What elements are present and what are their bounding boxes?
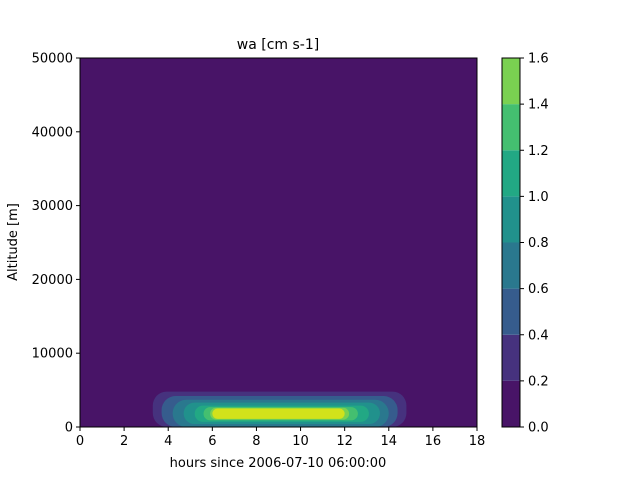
x-tick-label: 18 (469, 434, 486, 449)
colorbar-tick-label: 0.6 (528, 282, 549, 297)
x-axis-label: hours since 2006-07-10 06:00:00 (170, 456, 387, 471)
chart-title: wa [cm s-1] (237, 37, 319, 53)
plot-background (80, 58, 477, 427)
colorbar-tick-label: 0.4 (528, 328, 549, 343)
colorbar: 0.0 0.2 0.4 0.6 0.8 1.0 1.2 1.4 1.6 (501, 52, 549, 436)
colorbar-tick-label: 0.2 (528, 374, 549, 389)
colorbar-segment-3 (502, 242, 520, 289)
y-tick-label: 40000 (32, 125, 73, 140)
colorbar-tick-label: 1.0 (528, 190, 549, 205)
colorbar-segment-4 (502, 196, 520, 243)
colorbar-segment-1 (502, 334, 520, 381)
colorbar-tick-label: 1.6 (528, 52, 549, 67)
x-axis: 0 2 4 6 8 10 12 14 16 18 (76, 427, 485, 449)
x-tick-label: 16 (425, 434, 442, 449)
y-tick-label: 30000 (32, 199, 73, 214)
plot-area (79, 57, 478, 428)
x-tick-label: 8 (252, 434, 260, 449)
colorbar-tick-label: 1.4 (528, 98, 549, 113)
x-tick-label: 12 (336, 434, 353, 449)
contour-band-7 (212, 408, 345, 419)
y-tick-label: 10000 (32, 347, 73, 362)
x-tick-label: 0 (76, 434, 84, 449)
y-tick-label: 20000 (32, 273, 73, 288)
y-axis-label: Altitude [m] (6, 203, 21, 281)
contour-bands (152, 391, 407, 427)
x-tick-label: 14 (381, 434, 398, 449)
colorbar-segment-6 (502, 104, 520, 151)
plot-frame (79, 57, 478, 428)
y-axis: 0 10000 20000 30000 40000 50000 (32, 52, 80, 436)
colorbar-tick-label: 0.0 (528, 421, 549, 436)
x-tick-label: 2 (120, 434, 128, 449)
colorbar-segment-7 (502, 58, 520, 105)
colorbar-tick-label: 1.2 (528, 144, 549, 159)
colorbar-segment-2 (502, 288, 520, 335)
x-tick-label: 10 (292, 434, 309, 449)
x-tick-label: 4 (164, 434, 172, 449)
colorbar-tick-label: 0.8 (528, 236, 549, 251)
colorbar-segment-0 (502, 380, 520, 427)
y-tick-label: 0 (65, 421, 73, 436)
x-tick-label: 6 (208, 434, 216, 449)
y-tick-label: 50000 (32, 52, 73, 67)
colorbar-segment-5 (502, 150, 520, 197)
